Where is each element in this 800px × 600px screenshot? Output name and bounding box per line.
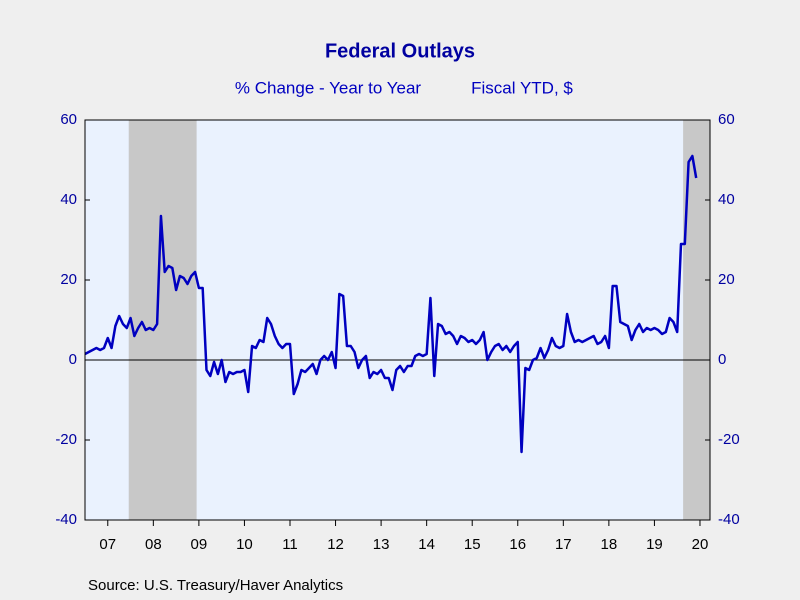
x-tick-label: 20 bbox=[692, 536, 709, 553]
y-tick-label: -40 bbox=[55, 511, 77, 528]
y2-tick-label: 0 bbox=[718, 351, 726, 368]
x-tick-label: 19 bbox=[646, 536, 663, 553]
chart-subtitle: % Change - Year to Year bbox=[235, 78, 422, 97]
y-tick-label: 20 bbox=[60, 271, 77, 288]
x-tick-label: 13 bbox=[373, 536, 390, 553]
y2-tick-label: -40 bbox=[718, 511, 740, 528]
x-tick-label: 10 bbox=[236, 536, 253, 553]
recession-band bbox=[128, 120, 197, 520]
chart-subtitle: Fiscal YTD, $ bbox=[471, 78, 573, 97]
x-tick-label: 09 bbox=[191, 536, 208, 553]
plot-frame bbox=[84, 119, 711, 521]
x-tick-label: 18 bbox=[601, 536, 618, 553]
x-tick-label: 16 bbox=[509, 536, 526, 553]
x-tick-label: 14 bbox=[418, 536, 435, 553]
x-tick-label: 17 bbox=[555, 536, 572, 553]
source-note: Source: U.S. Treasury/Haver Analytics bbox=[88, 577, 343, 594]
y-tick-label: 40 bbox=[60, 191, 77, 208]
x-tick-label: 12 bbox=[327, 536, 344, 553]
y2-tick-label: 20 bbox=[718, 271, 735, 288]
y2-tick-label: -20 bbox=[718, 431, 740, 448]
y-tick-label: 0 bbox=[69, 351, 77, 368]
y2-tick-label: 60 bbox=[718, 111, 735, 128]
data-line bbox=[84, 154, 698, 454]
x-tick-label: 07 bbox=[99, 536, 116, 553]
y-tick-label: 60 bbox=[60, 111, 77, 128]
y-tick-label: -20 bbox=[55, 431, 77, 448]
x-tick-label: 08 bbox=[145, 536, 162, 553]
x-tick-label: 11 bbox=[282, 536, 298, 553]
y2-tick-label: 40 bbox=[718, 191, 735, 208]
x-tick-label: 15 bbox=[464, 536, 481, 553]
chart-title: Federal Outlays bbox=[325, 40, 475, 62]
